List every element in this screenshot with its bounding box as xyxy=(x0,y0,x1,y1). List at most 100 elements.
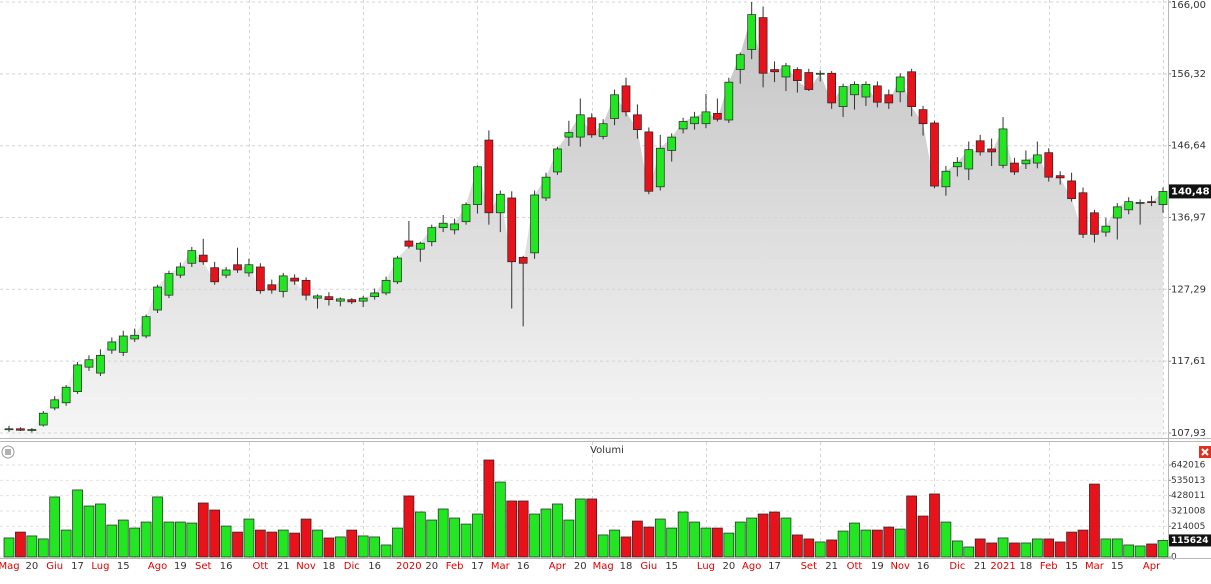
volume-bar xyxy=(414,511,426,558)
volume-bar xyxy=(1111,538,1123,558)
candle-body xyxy=(38,412,48,426)
candle-body xyxy=(358,297,368,302)
candle-body xyxy=(655,147,665,188)
volume-bar xyxy=(300,518,312,558)
volume-bar xyxy=(323,537,335,558)
volume-bar xyxy=(780,517,792,558)
x-tick-label: Ago xyxy=(742,561,761,572)
volume-bar xyxy=(529,513,540,558)
volume-bar xyxy=(746,517,758,558)
candle-body xyxy=(850,84,859,96)
volume-bar xyxy=(860,529,872,558)
candle-body xyxy=(598,123,608,137)
x-tick-label: 20 xyxy=(722,561,735,572)
x-tick-label: 21 xyxy=(974,561,987,572)
candle-body xyxy=(987,148,996,153)
candle-body xyxy=(27,429,37,431)
volume-bar xyxy=(26,535,38,558)
volume-bar xyxy=(963,546,975,558)
close-button[interactable] xyxy=(1199,446,1211,458)
volume-bar xyxy=(974,538,986,558)
volume-bar xyxy=(849,522,860,558)
candle-body xyxy=(838,86,848,108)
x-tick-label: 17 xyxy=(471,561,484,572)
candle-body xyxy=(50,399,60,409)
candle-body xyxy=(518,256,528,264)
volume-bar xyxy=(369,536,380,558)
volume-bar xyxy=(609,529,620,558)
volume-bar xyxy=(917,515,929,558)
volume-bar xyxy=(197,502,209,558)
volume-bar xyxy=(37,538,49,558)
candle-body xyxy=(335,298,345,302)
volume-bar xyxy=(483,459,495,558)
candle-body xyxy=(404,240,414,247)
volume-bar xyxy=(597,534,609,558)
volume-bar xyxy=(460,523,472,558)
volume-bar xyxy=(986,542,997,558)
volume-bar xyxy=(883,526,895,558)
x-tick-label: Nov xyxy=(890,561,910,572)
x-tick-label: 16 xyxy=(368,561,381,572)
candle-body xyxy=(176,266,185,276)
candle-body xyxy=(290,277,299,282)
candle-body xyxy=(1032,154,1042,164)
x-tick-label: 2021 xyxy=(990,561,1015,572)
volume-bar xyxy=(666,527,678,558)
candle-body xyxy=(1090,212,1099,235)
volume-bar xyxy=(677,511,689,558)
y-tick-label: 214005 xyxy=(1171,522,1205,532)
candle-body xyxy=(278,275,288,292)
volume-bar xyxy=(574,498,586,558)
candle-body xyxy=(347,299,357,303)
candle-body xyxy=(1044,152,1054,178)
candle-body xyxy=(370,292,379,298)
volume-bar xyxy=(243,518,255,558)
x-tick-label: 15 xyxy=(665,561,678,572)
volume-bar xyxy=(426,519,438,558)
x-tick-label: 21 xyxy=(825,561,838,572)
volume-bar xyxy=(1031,538,1043,558)
x-tick-label: 19 xyxy=(871,561,884,572)
candle-body xyxy=(1067,180,1076,200)
candle-body xyxy=(313,295,322,299)
x-tick-label: 15 xyxy=(1065,561,1078,572)
x-tick-label: 19 xyxy=(174,561,187,572)
volume-bar xyxy=(140,521,152,558)
volume-bar xyxy=(734,521,746,558)
x-tick-label: Mar xyxy=(491,561,511,572)
volume-bar xyxy=(1077,529,1089,558)
x-tick-label: Mar xyxy=(1085,561,1105,572)
indicator-icon[interactable] xyxy=(1,445,15,459)
candle-body xyxy=(484,139,494,214)
volume-bar xyxy=(255,529,266,558)
x-tick-label: 16 xyxy=(517,561,530,572)
candle-body xyxy=(747,14,757,50)
y-tick-label: 117,61 xyxy=(1171,356,1206,367)
last-price-label: 140,48 xyxy=(1171,186,1210,197)
volume-bar xyxy=(620,536,632,558)
candle-body xyxy=(381,279,391,294)
candle-body xyxy=(564,132,574,138)
candle-body xyxy=(690,116,699,125)
candle-body xyxy=(541,176,551,199)
candle-body xyxy=(610,94,619,119)
candle-body xyxy=(450,223,459,231)
close-area xyxy=(9,14,1163,438)
candle-body xyxy=(678,121,688,130)
volume-bar xyxy=(723,532,735,558)
x-tick-label: 18 xyxy=(620,561,633,572)
candle-body xyxy=(393,257,402,283)
x-tick-label: Nov xyxy=(296,561,316,572)
volume-bar xyxy=(1066,531,1077,558)
volume-bar xyxy=(392,527,403,558)
candle-body xyxy=(1147,201,1156,204)
last-volume-label: 115624 xyxy=(1171,536,1209,546)
x-tick-label: 17 xyxy=(71,561,84,572)
volume-bar xyxy=(586,498,598,558)
panel-title: Volumi xyxy=(590,445,624,456)
volume-bar xyxy=(872,529,883,558)
candle-body xyxy=(1135,202,1145,204)
x-tick-label: 17 xyxy=(768,561,781,572)
candle-body xyxy=(1021,159,1031,165)
